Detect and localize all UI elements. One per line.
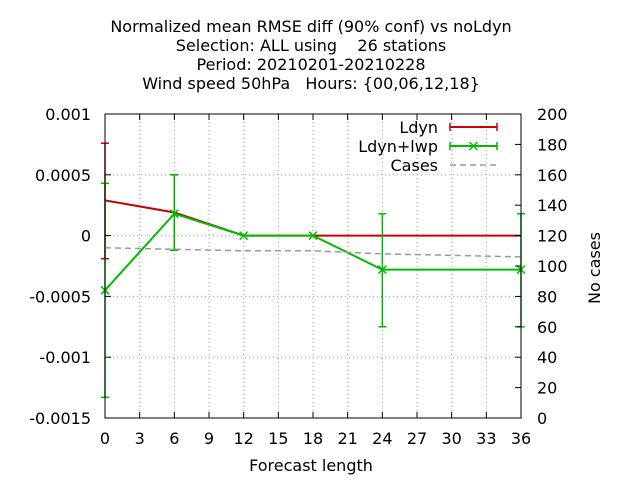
x-tick-label: 9 <box>204 429 214 448</box>
y2-tick-label: 0 <box>537 409 547 428</box>
x-tick-label: 30 <box>441 429 461 448</box>
x-tick-label: 24 <box>372 429 392 448</box>
y-tick-label: 0 <box>81 227 91 246</box>
y-tick-label: -0.001 <box>39 348 91 367</box>
y2-tick-label: 180 <box>537 135 568 154</box>
legend-label: Cases <box>391 156 439 175</box>
chart-title: Normalized mean RMSE diff (90% conf) vs … <box>110 17 511 93</box>
x-tick-label: 0 <box>100 429 110 448</box>
title-line: Wind speed 50hPa Hours: {00,06,12,18} <box>142 74 480 93</box>
y2-tick-label: 100 <box>537 257 568 276</box>
y2-tick-label: 140 <box>537 196 568 215</box>
series-ldyn <box>101 142 522 260</box>
y-tick-label: 0.001 <box>45 105 91 124</box>
x-tick-label: 12 <box>233 429 253 448</box>
data-point <box>308 231 318 241</box>
y2-tick-label: 80 <box>537 287 557 306</box>
y2-axis-label: No cases <box>585 232 604 304</box>
x-tick-label: 18 <box>303 429 323 448</box>
axes: 0 3 6 9 12 15 18 21 24 27 30 33 360.0010.00050-0.000… <box>29 105 567 448</box>
x-tick-label: 6 <box>169 429 179 448</box>
x-tick-label: 3 <box>135 429 145 448</box>
y2-tick-label: 120 <box>537 227 568 246</box>
title-line: Selection: ALL using 26 stations <box>176 36 446 55</box>
y2-tick-label: 60 <box>537 318 557 337</box>
legend-label: Ldyn+lwp <box>358 137 438 156</box>
x-tick-label: 36 <box>511 429 531 448</box>
y-tick-label: 0.0005 <box>35 166 91 185</box>
legend-label: Ldyn <box>399 118 438 137</box>
title-line: Normalized mean RMSE diff (90% conf) vs … <box>110 17 511 36</box>
series-line <box>104 212 521 291</box>
y2-tick-label: 160 <box>537 166 568 185</box>
y2-tick-label: 20 <box>537 379 557 398</box>
cases-line <box>104 247 522 258</box>
legend-marker <box>468 141 479 151</box>
x-tick-label: 21 <box>337 429 357 448</box>
grid <box>105 114 521 418</box>
y-tick-label: -0.0005 <box>29 287 91 306</box>
series-cases <box>104 247 522 258</box>
x-tick-label: 27 <box>407 429 427 448</box>
data-point <box>377 265 387 275</box>
data-point <box>239 231 249 241</box>
data-point <box>169 209 179 219</box>
y2-tick-label: 40 <box>537 348 557 367</box>
x-tick-label: 33 <box>476 429 496 448</box>
x-axis-label: Forecast length <box>249 456 373 475</box>
y2-tick-label: 200 <box>537 105 568 124</box>
x-tick-label: 15 <box>268 429 288 448</box>
title-line: Period: 20210201-20210228 <box>196 55 425 74</box>
y-tick-label: -0.0015 <box>29 409 91 428</box>
